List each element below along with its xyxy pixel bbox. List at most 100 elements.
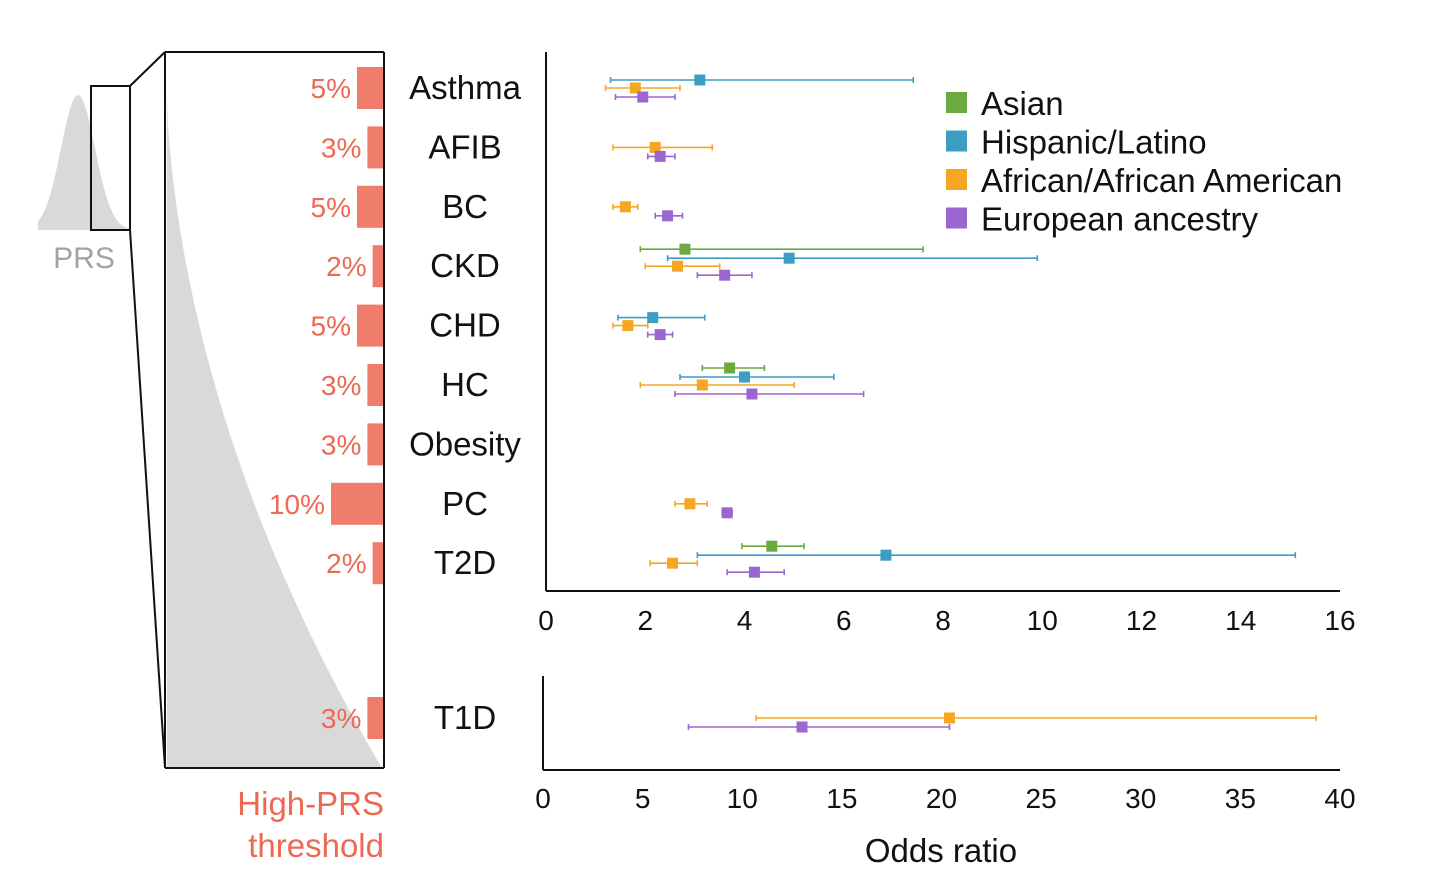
bottom-forest-marks [687,712,1317,733]
category-label-pc: PC [442,485,488,522]
x-tick-2: 2 [637,605,653,636]
x-tick-20: 20 [926,783,957,814]
legend-label-african-african-american: African/African American [981,162,1342,199]
or-point-chd-european-ancestry [654,329,666,341]
legend-swatch-european-ancestry [946,207,967,229]
x-tick-14: 14 [1225,605,1256,636]
legend-label-european-ancestry: European ancestry [981,201,1259,238]
threshold-bars: 5%3%5%2%5%3%3%10%2%3% [269,67,383,739]
x-tick-30: 30 [1125,783,1156,814]
or-point-afib-european-ancestry [654,150,666,162]
threshold-bar-t2d [372,542,383,585]
zoom-line-top [129,51,166,87]
or-point-t2d-african-african-american [667,557,679,569]
legend-label-hispanic-latino: Hispanic/Latino [981,124,1207,161]
category-label-afib: AFIB [428,128,501,165]
legend-swatch-hispanic-latino [946,130,967,152]
threshold-pct-chd: 5% [311,311,351,342]
category-label-bc: BC [442,188,488,225]
x-axis-title: Odds ratio [865,832,1017,869]
x-tick-10: 10 [1027,605,1058,636]
prs-label: PRS [53,242,115,275]
x-tick-4: 4 [737,605,753,636]
threshold-title-line1: High-PRS [237,785,384,822]
threshold-bar-bc [357,185,383,228]
threshold-pct-hc: 3% [321,370,361,401]
or-point-asthma-hispanic-latino [694,74,706,86]
top-x-tick-labels: 0 2 4 6 8 10 12 14 16 [538,605,1355,636]
threshold-bar-chd [357,304,383,347]
threshold-pct-afib: 3% [321,132,361,163]
x-tick-35: 35 [1225,783,1256,814]
chart-top: 0 2 4 6 8 10 12 14 16 [538,52,1356,636]
threshold-bar-ckd [372,245,383,288]
category-labels: Asthma AFIB BC CKD CHD HC Obesity PC T2D T1D [409,69,522,736]
category-label-asthma: Asthma [409,69,522,106]
or-point-bc-african-african-american [619,201,631,213]
or-point-chd-african-african-american [622,320,634,332]
threshold-pct-t1d: 3% [321,703,361,734]
tail-zoom-panel: 5%3%5%2%5%3%3%10%2%3% High-PRS threshold [164,51,385,864]
chart-bottom: 0 5 10 15 20 25 30 35 40 Odds ratio [535,676,1356,869]
or-point-ckd-asian [679,243,691,255]
threshold-pct-ckd: 2% [326,251,366,282]
top-forest-marks [604,74,1297,578]
threshold-pct-asthma: 5% [311,73,351,104]
or-point-hc-african-african-american [696,379,708,391]
threshold-bar-obesity [367,423,383,466]
x-tick-12: 12 [1126,605,1157,636]
threshold-bar-t1d [367,697,383,739]
legend-label-asian: Asian [981,85,1064,122]
threshold-pct-obesity: 3% [321,429,361,460]
x-tick-0: 0 [538,605,554,636]
or-point-t1d-european-ancestry [796,721,808,733]
category-label-obesity: Obesity [409,425,521,462]
x-tick-40: 40 [1324,783,1355,814]
or-point-hc-hispanic-latino [739,371,750,383]
threshold-pct-t2d: 2% [326,548,366,579]
or-point-ckd-european-ancestry [719,269,731,281]
or-point-t2d-asian [766,540,778,552]
threshold-title-line2: threshold [248,827,384,864]
prs-mini-curve [38,95,130,230]
or-point-afib-african-african-american [649,141,661,153]
threshold-bar-hc [367,364,383,406]
x-tick-15: 15 [826,783,857,814]
or-point-bc-european-ancestry [662,210,674,222]
bottom-x-tick-labels: 0 5 10 15 20 25 30 35 40 [535,783,1355,814]
category-label-t1d: T1D [434,699,496,736]
or-point-pc-european-ancestry [721,507,733,519]
prs-tail-box [90,85,131,231]
x-tick-16: 16 [1324,605,1355,636]
category-label-chd: CHD [429,307,501,344]
threshold-pct-pc: 10% [269,489,325,520]
x-tick-10: 10 [727,783,758,814]
or-point-hc-european-ancestry [746,388,758,400]
x-tick-25: 25 [1026,783,1057,814]
zoom-line-bottom [129,229,166,769]
category-label-hc: HC [441,366,489,403]
x-tick-5: 5 [635,783,651,814]
or-point-asthma-african-african-american [629,82,641,94]
category-label-ckd: CKD [430,247,500,284]
prs-tail-curve [167,95,382,768]
x-tick-6: 6 [836,605,852,636]
threshold-bar-afib [367,126,383,169]
threshold-bar-asthma [357,67,383,109]
legend-swatch-asian [946,92,967,113]
or-point-ckd-hispanic-latino [783,252,795,264]
or-point-t2d-european-ancestry [748,566,760,578]
or-point-hc-asian [724,362,736,374]
x-tick-0: 0 [535,783,551,814]
or-point-ckd-african-african-american [672,260,684,272]
or-point-asthma-european-ancestry [637,91,649,103]
threshold-pct-bc: 5% [311,192,351,223]
or-point-pc-african-african-american [684,498,696,510]
or-point-t1d-african-african-american [943,712,955,724]
threshold-bar-pc [331,482,383,525]
prs-distribution-inset: PRS [38,51,166,769]
x-tick-8: 8 [935,605,951,636]
or-point-chd-hispanic-latino [647,312,659,324]
